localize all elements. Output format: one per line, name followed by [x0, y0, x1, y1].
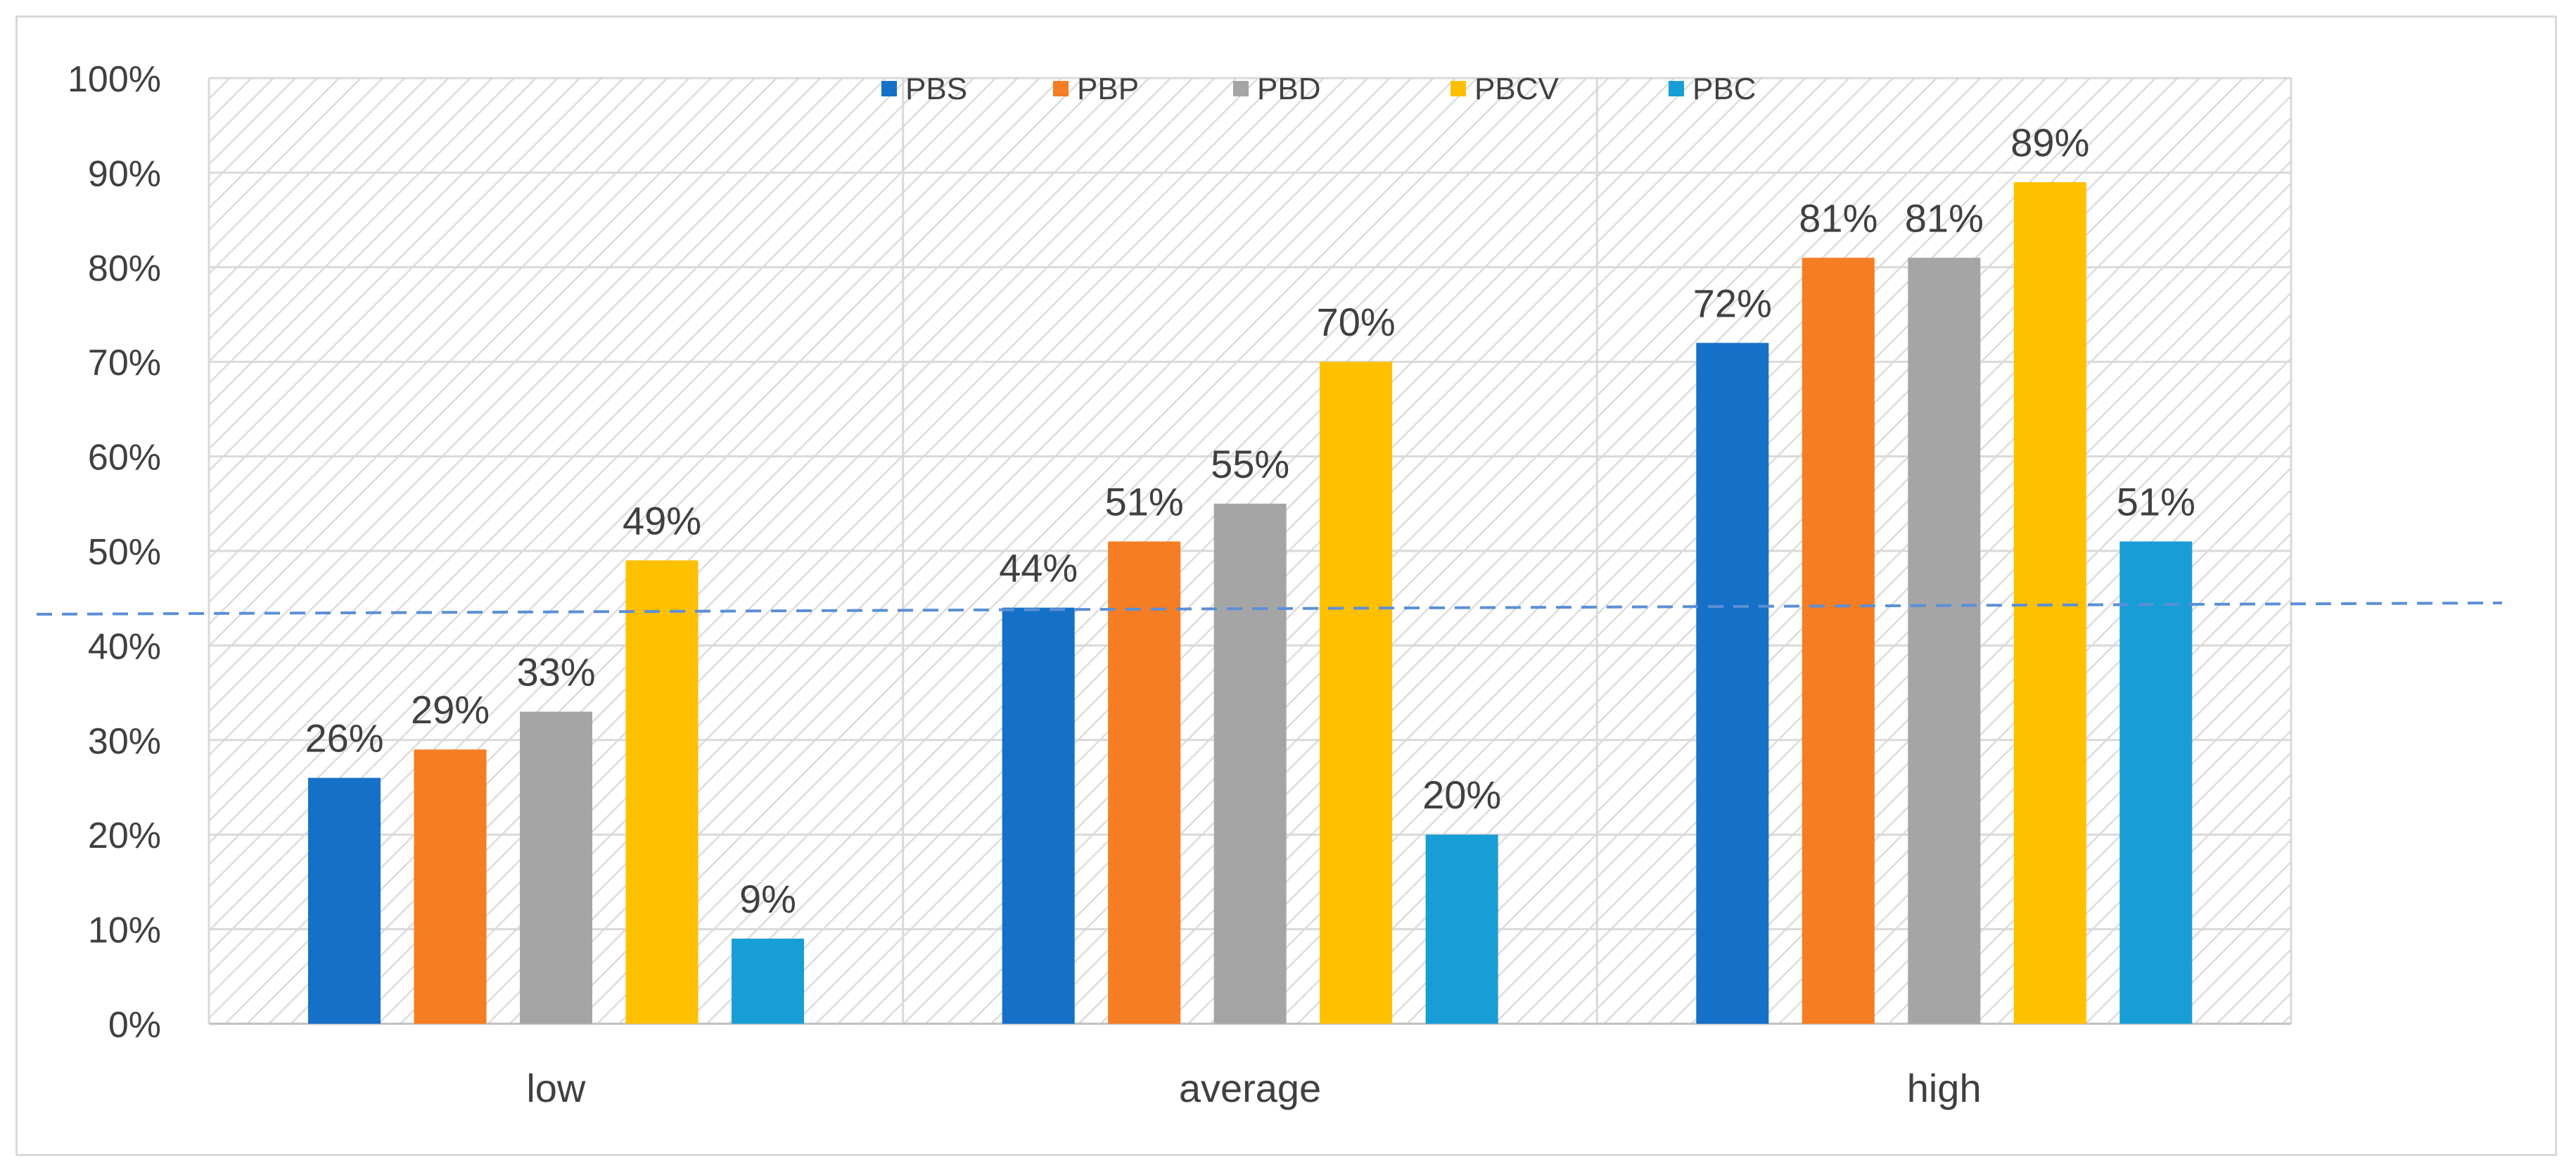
data-label: 55% [1211, 442, 1289, 486]
y-tick-label: 10% [88, 910, 161, 951]
data-label: 26% [305, 716, 383, 761]
y-tick-label: 100% [68, 59, 161, 100]
data-label: 70% [1317, 300, 1396, 344]
y-tick-label: 60% [88, 438, 161, 478]
legend-swatch [881, 81, 897, 96]
data-label: 89% [2010, 120, 2089, 165]
legend-label: PBS [905, 72, 967, 106]
y-tick-label: 30% [88, 721, 161, 762]
bar [732, 939, 804, 1024]
bar [1802, 258, 1875, 1024]
data-label: 20% [1422, 773, 1501, 817]
bar [308, 777, 381, 1024]
legend-label: PBC [1692, 72, 1756, 106]
bar [2119, 541, 2193, 1024]
y-tick-label: 80% [88, 248, 161, 289]
data-label: 9% [739, 877, 796, 921]
y-tick-label: 40% [88, 626, 161, 667]
bar [1425, 834, 1498, 1024]
bar [1696, 343, 1769, 1024]
x-tick-label: low [526, 1066, 586, 1110]
y-tick-label: 50% [88, 532, 161, 573]
data-label: 72% [1693, 281, 1772, 325]
data-label: 51% [1105, 480, 1184, 524]
y-tick-label: 90% [88, 153, 161, 194]
y-tick-label: 70% [88, 343, 161, 383]
data-label: 81% [1799, 196, 1877, 240]
legend-label: PBP [1077, 72, 1139, 106]
bar [520, 711, 592, 1024]
bar [1002, 607, 1075, 1024]
data-label: 81% [1905, 196, 1984, 240]
y-tick-label: 20% [88, 815, 161, 856]
legend-swatch [1669, 81, 1684, 96]
bar [1213, 503, 1287, 1024]
legend-swatch [1053, 81, 1069, 96]
legend-swatch [1233, 81, 1249, 96]
bar [414, 749, 487, 1024]
reference-line [36, 601, 2503, 616]
data-label: 33% [516, 649, 595, 694]
data-label: 49% [623, 498, 701, 542]
bar [1108, 541, 1181, 1024]
bar [2013, 182, 2086, 1024]
bar [1320, 362, 1393, 1024]
legend-swatch [1450, 81, 1466, 96]
legend-label: PBD [1257, 72, 1320, 106]
data-label: 44% [999, 546, 1078, 590]
y-tick-label: 0% [108, 1005, 161, 1046]
x-tick-label: average [1179, 1066, 1321, 1110]
data-label: 51% [2117, 480, 2195, 524]
x-tick-label: high [1907, 1066, 1982, 1110]
bar [1908, 258, 1981, 1024]
legend-label: PBCV [1474, 72, 1559, 106]
data-label: 29% [411, 687, 490, 732]
bar [625, 560, 699, 1024]
